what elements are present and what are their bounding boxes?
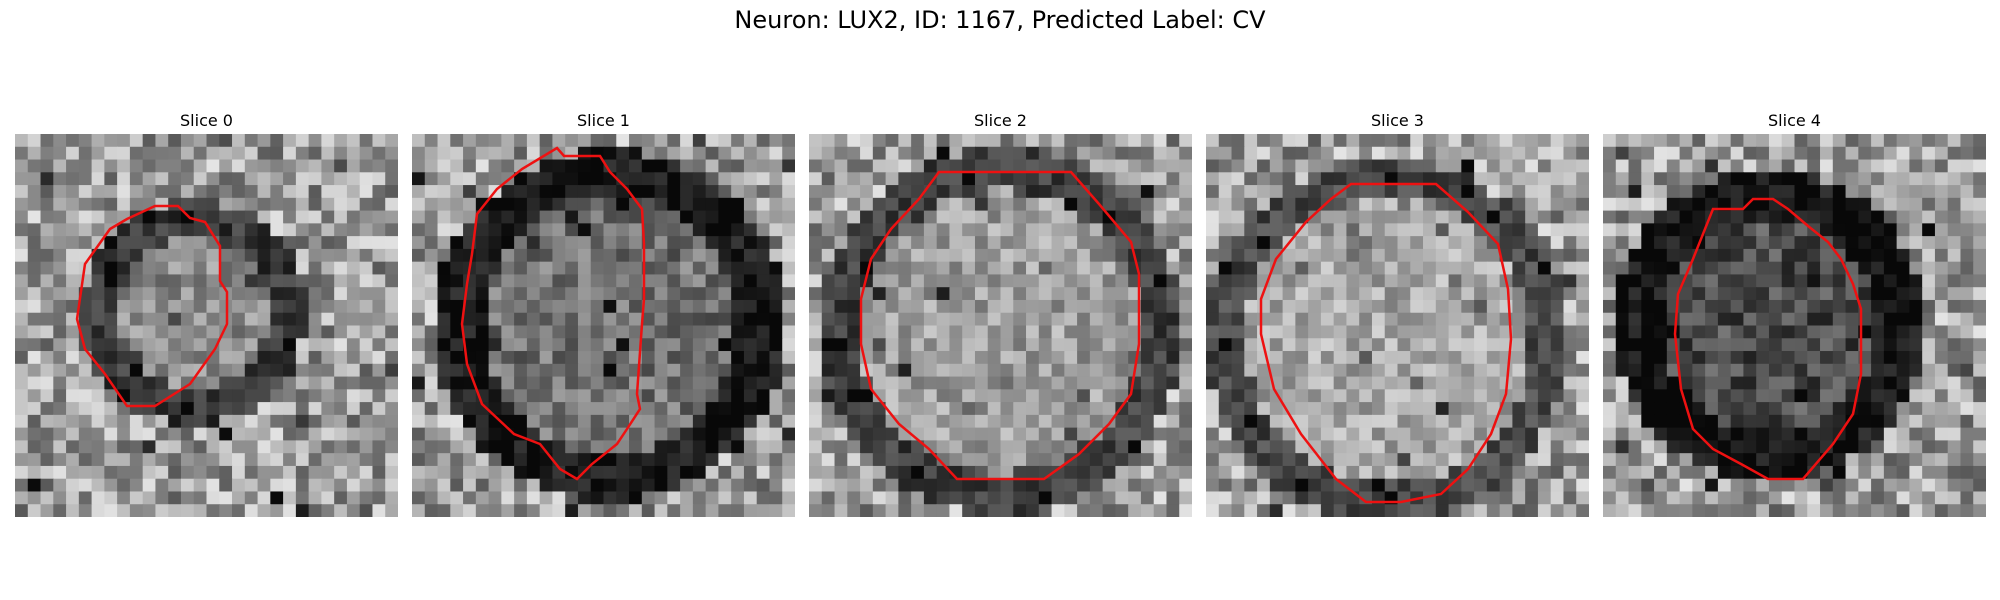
slice-panel-3: Slice 3 — [1206, 110, 1589, 517]
pixel-grid-3 — [1206, 134, 1589, 517]
slice-image-0 — [15, 134, 398, 517]
slice-title-4: Slice 4 — [1768, 111, 1821, 130]
slice-title-0: Slice 0 — [180, 111, 233, 130]
slice-image-1 — [412, 134, 795, 517]
slice-image-2 — [809, 134, 1192, 517]
slice-panel-4: Slice 4 — [1603, 110, 1986, 517]
slice-title-2: Slice 2 — [974, 111, 1027, 130]
slice-title-1: Slice 1 — [577, 111, 630, 130]
contour-outline-2 — [859, 170, 1141, 481]
contour-outline-0 — [75, 204, 229, 408]
pixel-grid-0 — [15, 134, 398, 517]
slice-image-4 — [1603, 134, 1986, 517]
figure-title: Neuron: LUX2, ID: 1167, Predicted Label:… — [734, 6, 1266, 34]
pixel-grid-1 — [412, 134, 795, 517]
slice-image-3 — [1206, 134, 1589, 517]
slice-title-3: Slice 3 — [1371, 111, 1424, 130]
contour-outline-3 — [1259, 182, 1513, 504]
slice-panel-0: Slice 0 — [15, 110, 398, 517]
slice-panel-2: Slice 2 — [809, 110, 1192, 517]
contour-outline-4 — [1673, 197, 1863, 481]
pixel-grid-4 — [1603, 134, 1986, 517]
slice-panel-1: Slice 1 — [412, 110, 795, 517]
pixel-grid-2 — [809, 134, 1192, 517]
contour-outline-1 — [460, 146, 646, 481]
